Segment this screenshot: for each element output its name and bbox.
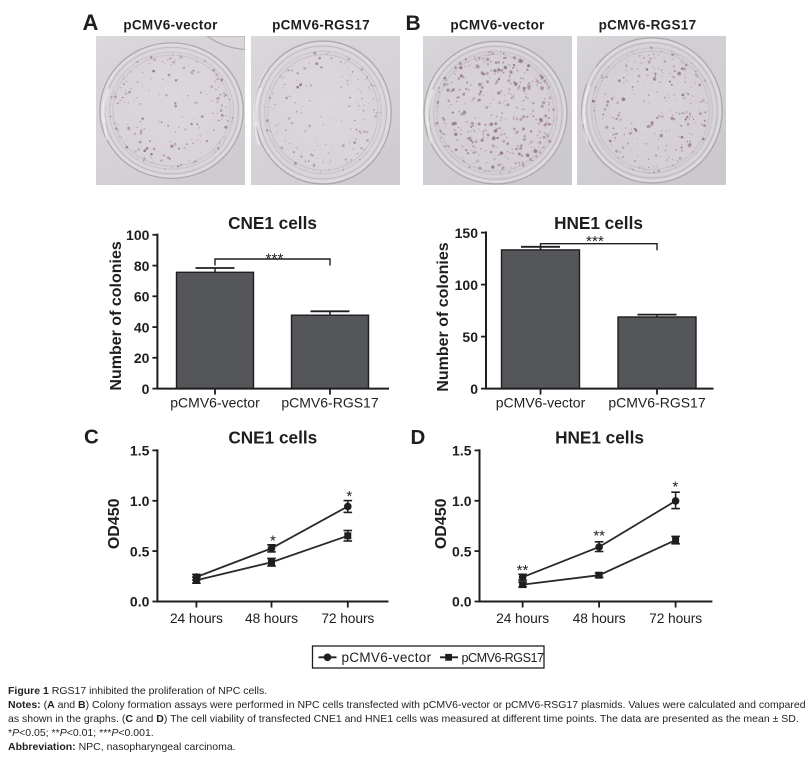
svg-text:C: C	[84, 426, 99, 449]
svg-text:pCMV6-vector: pCMV6-vector	[170, 395, 260, 411]
svg-text:100: 100	[126, 227, 150, 243]
svg-text:48 hours: 48 hours	[573, 611, 626, 626]
svg-text:***: ***	[265, 251, 283, 268]
svg-text:OD450: OD450	[433, 498, 450, 549]
svg-text:100: 100	[455, 277, 479, 293]
svg-text:40: 40	[134, 319, 150, 335]
svg-text:0: 0	[142, 381, 150, 397]
svg-text:pCMV6-RGS17: pCMV6-RGS17	[272, 18, 370, 33]
svg-text:1.0: 1.0	[130, 493, 150, 509]
svg-text:50: 50	[462, 329, 478, 345]
svg-text:24 hours: 24 hours	[170, 611, 223, 626]
svg-text:0.0: 0.0	[130, 594, 150, 610]
svg-text:0.0: 0.0	[452, 594, 472, 610]
svg-text:*: *	[672, 479, 678, 496]
svg-text:HNE1 cells: HNE1 cells	[554, 213, 643, 233]
svg-text:CNE1 cells: CNE1 cells	[228, 213, 317, 233]
svg-text:pCMV6-RGS17: pCMV6-RGS17	[281, 395, 378, 411]
svg-text:1.5: 1.5	[130, 443, 150, 459]
svg-text:0.5: 0.5	[452, 543, 472, 559]
svg-text:pCMV6-RGS17: pCMV6-RGS17	[462, 651, 544, 665]
svg-text:150: 150	[455, 225, 479, 241]
svg-text:24 hours: 24 hours	[496, 611, 549, 626]
svg-text:**: **	[593, 528, 605, 545]
svg-text:D: D	[411, 426, 426, 449]
svg-text:OD450: OD450	[106, 498, 123, 549]
svg-text:1.0: 1.0	[452, 493, 472, 509]
svg-text:0: 0	[470, 381, 478, 397]
svg-text:pCMV6-RGS17: pCMV6-RGS17	[608, 395, 705, 411]
svg-text:**: **	[517, 562, 529, 579]
svg-text:0.5: 0.5	[130, 543, 150, 559]
svg-text:1.5: 1.5	[452, 443, 472, 459]
svg-text:CNE1 cells: CNE1 cells	[228, 428, 317, 448]
svg-text:pCMV6-vector: pCMV6-vector	[496, 395, 586, 411]
svg-text:pCMV6-vector: pCMV6-vector	[342, 650, 432, 665]
svg-text:pCMV6-vector: pCMV6-vector	[123, 18, 218, 33]
svg-text:72 hours: 72 hours	[321, 611, 374, 626]
svg-text:80: 80	[134, 258, 150, 274]
svg-text:*: *	[346, 488, 352, 505]
svg-text:60: 60	[134, 289, 150, 305]
svg-text:pCMV6-vector: pCMV6-vector	[450, 18, 545, 33]
svg-text:Number of colonies: Number of colonies	[435, 242, 452, 391]
svg-text:B: B	[406, 12, 421, 35]
svg-text:A: A	[83, 10, 99, 35]
svg-text:20: 20	[134, 350, 150, 366]
svg-text:pCMV6-RGS17: pCMV6-RGS17	[599, 18, 697, 33]
svg-text:Number of colonies: Number of colonies	[108, 241, 125, 390]
svg-text:48 hours: 48 hours	[245, 611, 298, 626]
svg-text:***: ***	[586, 233, 604, 250]
svg-text:*: *	[270, 533, 276, 550]
svg-text:HNE1 cells: HNE1 cells	[555, 428, 644, 448]
svg-text:72 hours: 72 hours	[649, 611, 702, 626]
